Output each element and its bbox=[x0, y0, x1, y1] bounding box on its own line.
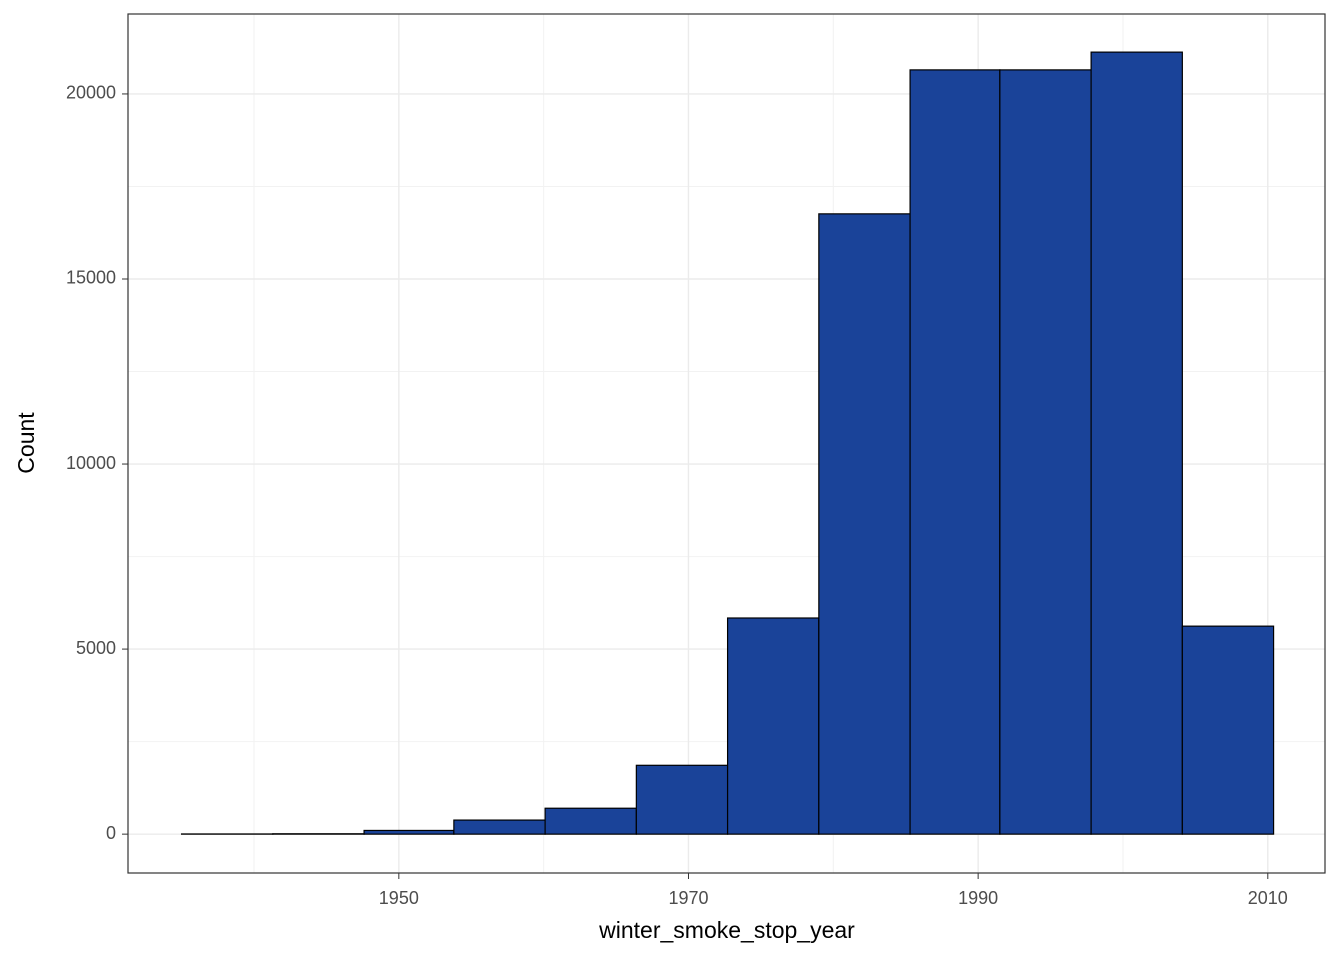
y-tick-label: 20000 bbox=[66, 83, 116, 103]
x-tick-label: 1990 bbox=[958, 888, 998, 908]
y-tick-label: 5000 bbox=[76, 638, 116, 658]
y-tick-label: 15000 bbox=[66, 268, 116, 288]
y-tick-label: 10000 bbox=[66, 453, 116, 473]
x-tick-label: 2010 bbox=[1248, 888, 1288, 908]
bar bbox=[909, 69, 1001, 835]
y-tick-label: 0 bbox=[106, 823, 116, 843]
x-tick-label: 1970 bbox=[668, 888, 708, 908]
bar bbox=[544, 807, 637, 835]
bar bbox=[1181, 625, 1275, 835]
x-tick-label: 1950 bbox=[379, 888, 419, 908]
bar bbox=[635, 764, 729, 835]
bar bbox=[1090, 51, 1183, 835]
bar bbox=[726, 617, 820, 835]
bar bbox=[818, 213, 911, 835]
plot-border bbox=[127, 13, 1326, 874]
bar bbox=[999, 69, 1092, 835]
x-axis-title: winter_smoke_stop_year bbox=[598, 917, 855, 943]
bar bbox=[453, 819, 546, 835]
bar bbox=[363, 829, 455, 835]
y-axis-title: Count bbox=[13, 412, 39, 474]
